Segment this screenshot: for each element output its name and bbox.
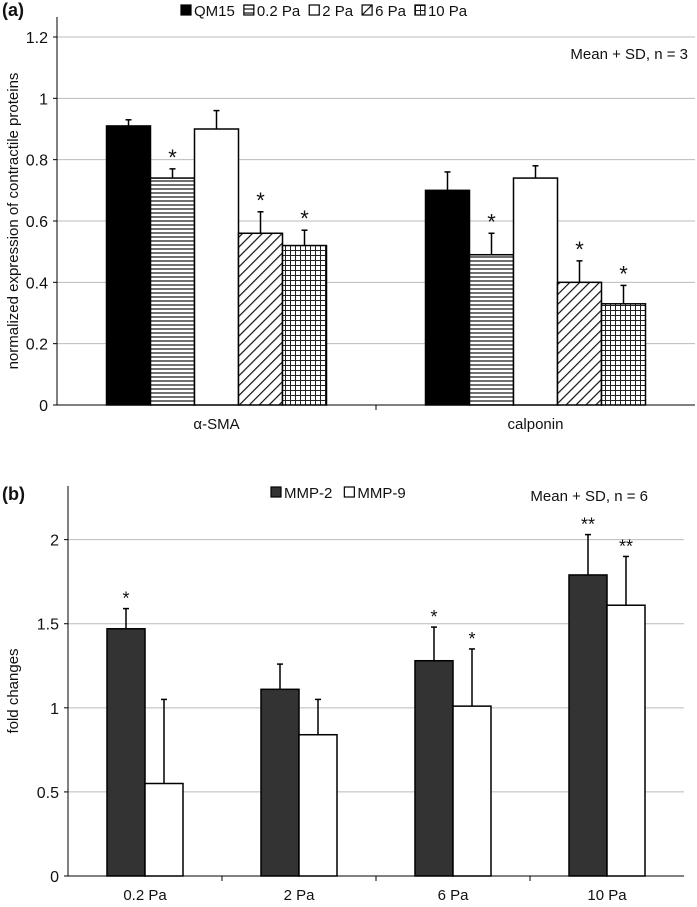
- y-axis-label: normalized expression of contractile pro…: [5, 73, 22, 370]
- significance-marker: *: [487, 209, 496, 234]
- significance-marker: **: [619, 536, 633, 556]
- bar-6Pa-0: [237, 232, 284, 406]
- legend-label: 6 Pa: [375, 3, 407, 20]
- significance-marker: *: [430, 607, 437, 627]
- y-axis-label: fold changes: [5, 648, 22, 733]
- y-tick-label: 1: [39, 91, 48, 108]
- legend-label: 10 Pa: [428, 3, 468, 20]
- legend-swatch: [361, 4, 373, 16]
- y-tick-label: 2: [50, 533, 59, 550]
- panel-label: (a): [2, 0, 24, 20]
- bar-MMP-2-3: [568, 574, 608, 877]
- significance-marker: *: [619, 261, 628, 286]
- y-tick-label: 1: [50, 701, 59, 718]
- bar-QM15-1: [424, 189, 471, 406]
- legend-label: MMP-9: [357, 485, 405, 502]
- bar-MMP-2-0: [106, 628, 146, 877]
- panel-label: (b): [2, 484, 25, 504]
- bar-10Pa-0: [281, 244, 328, 406]
- bar-MMP-2-1: [260, 688, 300, 877]
- bar-MMP-9-3: [606, 604, 646, 877]
- legend-swatch: [270, 486, 282, 498]
- x-tick-label: calponin: [508, 416, 564, 433]
- y-tick-label: 0.6: [26, 214, 48, 231]
- legend-swatch: [243, 4, 255, 16]
- bar-02Pa-0: [149, 177, 196, 406]
- legend-swatch: [414, 4, 426, 16]
- x-tick-label: 2 Pa: [284, 887, 316, 904]
- bar-MMP-9-1: [298, 733, 338, 877]
- bar-QM15-0: [105, 125, 152, 406]
- significance-marker: *: [256, 188, 265, 213]
- x-tick-label: 10 Pa: [587, 887, 627, 904]
- significance-marker: *: [300, 206, 309, 231]
- legend-label: MMP-2: [284, 485, 332, 502]
- bar-6Pa-1: [556, 281, 603, 406]
- significance-marker: *: [468, 629, 475, 649]
- annotation: Mean + SD, n = 3: [570, 46, 688, 63]
- legend-label: 2 Pa: [322, 3, 354, 20]
- y-tick-label: 1.2: [26, 30, 48, 47]
- legend-label: 0.2 Pa: [257, 3, 301, 20]
- legend-swatch: [308, 4, 320, 16]
- y-tick-label: 0.2: [26, 337, 48, 354]
- x-tick-label: α-SMA: [193, 416, 239, 433]
- significance-marker: *: [575, 237, 584, 262]
- legend-label: QM15: [194, 3, 235, 20]
- legend-swatch: [180, 4, 192, 16]
- significance-marker: **: [581, 515, 595, 535]
- bar-02Pa-1: [468, 253, 515, 406]
- y-tick-label: 0.4: [26, 275, 48, 292]
- y-tick-label: 1.5: [37, 617, 59, 634]
- annotation: Mean + SD, n = 6: [530, 488, 648, 505]
- significance-marker: *: [168, 145, 177, 170]
- bar-2Pa-0: [193, 128, 240, 406]
- bar-MMP-2-2: [414, 659, 454, 877]
- bar-MMP-9-2: [452, 705, 492, 877]
- x-tick-label: 6 Pa: [438, 887, 470, 904]
- x-tick-label: 0.2 Pa: [123, 887, 167, 904]
- chart-b: 0 0.5 1 1.5 2 fold changes (b) Mean + SD, n = 6…: [2, 484, 684, 904]
- y-tick-label: 0.5: [37, 785, 59, 802]
- bar-MMP-9-0: [144, 782, 184, 877]
- y-tick-label: 0: [39, 398, 48, 415]
- y-tick-label: 0.8: [26, 153, 48, 170]
- significance-marker: *: [122, 589, 129, 609]
- chart-a: 0 0.2 0.4 0.6 0.8 1 1.2 normalized expression o…: [2, 0, 695, 433]
- bar-2Pa-1: [512, 177, 559, 406]
- bar-10Pa-1: [600, 303, 647, 406]
- legend-swatch: [343, 486, 355, 498]
- y-tick-label: 0: [50, 869, 59, 886]
